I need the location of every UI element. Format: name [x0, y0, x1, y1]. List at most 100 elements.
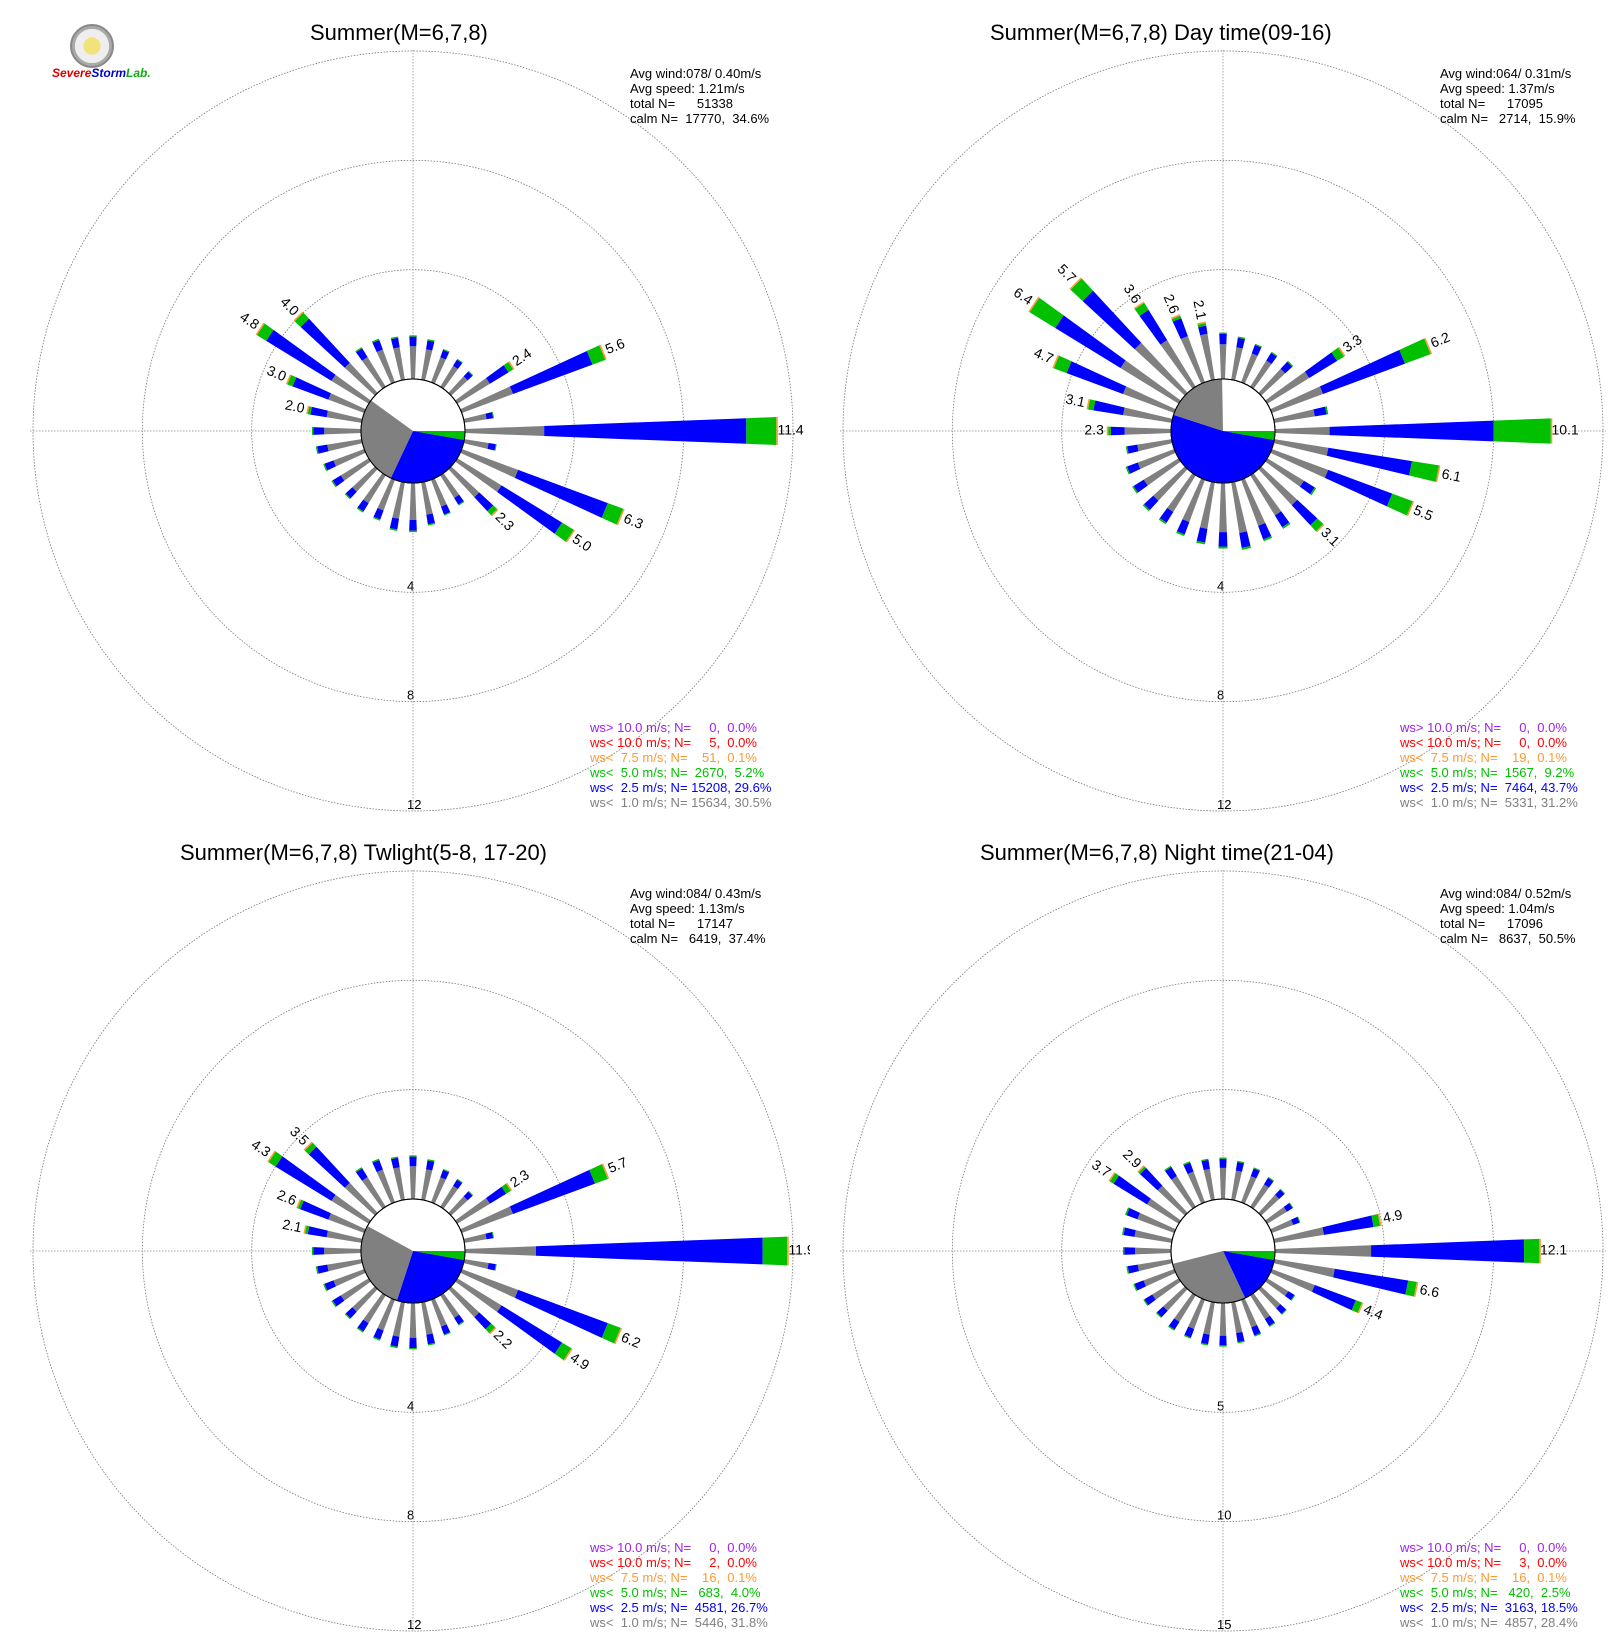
minor-bar-green-segment	[427, 522, 436, 526]
bar-segment-lt2_5	[486, 365, 509, 384]
minor-bar-blue-segment	[1124, 1247, 1135, 1255]
minor-bar-green-segment	[1122, 1247, 1125, 1255]
minor-bar-blue-segment	[1126, 1207, 1140, 1220]
legend-entry: ws< 1.0 m/s; N= 15634, 30.5%	[590, 795, 772, 810]
minor-bar-blue-segment	[391, 1157, 400, 1169]
minor-bar-calm-segment	[1231, 481, 1248, 533]
bar-segment-lt5	[485, 1323, 496, 1334]
bar-segment-lt2_5	[300, 1200, 331, 1220]
minor-bar-blue-segment	[324, 1280, 336, 1291]
minor-bar-green-segment	[409, 530, 417, 533]
minor-bar-green-segment	[1287, 360, 1294, 367]
minor-bar-calm-segment	[463, 1233, 487, 1243]
minor-bar-green-segment	[442, 348, 450, 353]
minor-bar-calm-segment	[448, 1196, 468, 1216]
calm-pie-gray	[361, 1225, 413, 1301]
bar-segment-lt2_5	[509, 351, 593, 394]
bar-segment-lt1	[460, 1269, 519, 1298]
calm-pie-blue	[1171, 414, 1275, 484]
minor-bar-green-segment	[409, 1348, 417, 1350]
bar-segment-lt1	[1147, 1198, 1181, 1224]
legend: ws> 10.0 m/s; N= 0, 0.0% ws< 10.0 m/s; N=…	[1400, 720, 1578, 810]
bar-segment-lt1	[455, 1278, 502, 1313]
minor-bar-green-segment	[1282, 522, 1291, 529]
bar-value-label: 2.3	[1084, 422, 1104, 438]
legend-entry: ws< 1.0 m/s; N= 5446, 31.8%	[590, 1615, 768, 1630]
stats-calm: calm N= 8637, 50.5%	[1440, 931, 1576, 946]
minor-bar-blue-segment	[1283, 1203, 1293, 1212]
bar-segment-lt2_5	[509, 1169, 596, 1214]
minor-bar-calm-segment	[324, 1247, 362, 1255]
bar-segment-lt2_5	[1139, 309, 1168, 345]
minor-bar-blue-segment	[409, 336, 417, 347]
bar-segment-lt2_5	[307, 1226, 328, 1238]
minor-bar-calm-segment	[1143, 1269, 1176, 1287]
minor-bar-green-segment	[1182, 1161, 1191, 1166]
minor-bar-green-segment	[443, 1331, 451, 1336]
minor-bar-blue-segment	[1219, 1335, 1227, 1346]
bar-segment-lt7_5	[1133, 301, 1145, 310]
stats-avg-speed: Avg speed: 1.13m/s	[630, 901, 745, 916]
minor-bar-green-segment	[1125, 466, 1130, 475]
windrose-panel: 5 10 15 12.1 6.6 4.9 4.4 3.7 2.9 Summer(M=6,7,8) …	[810, 820, 1620, 1640]
bar-segment-lt2_5	[474, 1312, 492, 1330]
bar-segment-lt1	[1274, 1245, 1372, 1257]
bar-segment-lt7_5	[1028, 296, 1040, 313]
minor-bar-blue-segment	[357, 499, 369, 512]
bar-segment-lt7_5	[1539, 1238, 1541, 1264]
bar-segment-lt7_5	[599, 344, 607, 360]
bar-segment-lt7_5	[614, 1327, 623, 1345]
bar-segment-lt2_5	[1172, 318, 1188, 340]
minor-bar-green-segment	[372, 516, 381, 521]
minor-bar-blue-segment	[1123, 1227, 1136, 1237]
legend-entry: ws< 2.5 m/s; N= 7464, 43.7%	[1400, 780, 1578, 795]
bar-segment-lt2_5	[1066, 361, 1127, 394]
minor-bar-green-segment	[1164, 1165, 1172, 1172]
minor-bar-calm-segment	[376, 1169, 395, 1204]
bar-segment-lt2_5	[1311, 1284, 1356, 1311]
minor-bar-green-segment	[1158, 518, 1167, 525]
minor-bar-calm-segment	[1167, 473, 1196, 513]
severe-storm-lab-logo: SevereStormLab.	[52, 20, 152, 90]
bar-segment-lt7_5	[489, 1327, 497, 1335]
minor-bar-green-segment	[427, 339, 435, 342]
bar-segment-lt1	[460, 386, 514, 413]
minor-bar-green-segment	[323, 1283, 328, 1292]
stats-total: total N= 51338	[630, 96, 733, 111]
windrose-panel: 4 8 12 11.4 6.3 5.6 5.0 4.8 4.0 3.0 2.4 2.3 2.0 Summe…	[0, 0, 810, 820]
minor-bar-blue-segment	[440, 1169, 450, 1180]
minor-bar-green-segment	[442, 1168, 450, 1173]
ring-label: 4	[1217, 578, 1224, 593]
minor-bar-blue-segment	[1126, 462, 1141, 474]
legend-entry: ws< 2.5 m/s; N= 4581, 26.7%	[590, 1600, 768, 1615]
bar-segment-lt1	[331, 1194, 371, 1224]
stats-total: total N= 17096	[1440, 916, 1543, 931]
minor-bar-green-segment	[1237, 336, 1246, 340]
bar-segment-lt1	[448, 466, 480, 498]
minor-bar-calm-segment	[1250, 1184, 1269, 1209]
minor-bar-blue-segment	[356, 1168, 368, 1181]
minor-bar-green-segment	[1168, 1325, 1175, 1331]
minor-bar-calm-segment	[1203, 1168, 1215, 1201]
bar-segment-lt5	[762, 1236, 788, 1266]
calm-circle-outline	[1170, 1198, 1276, 1304]
minor-bar-green-segment	[1155, 1312, 1162, 1319]
minor-bar-green-segment	[372, 1336, 381, 1341]
bar-segment-lt7_5	[1069, 277, 1082, 290]
minor-bar-blue-segment	[453, 1179, 463, 1189]
bar-value-label: 11.9	[788, 1242, 810, 1258]
bar-segment-lt1	[455, 458, 502, 493]
minor-bar-blue-segment	[1219, 333, 1227, 345]
bar-segment-lt5	[601, 1323, 621, 1344]
bar-segment-lt5	[294, 312, 309, 327]
minor-bar-calm-segment	[363, 1293, 386, 1324]
minor-bar-blue-segment	[409, 1156, 417, 1167]
legend-entry: ws< 2.5 m/s; N= 15208, 29.6%	[590, 780, 772, 795]
bar-segment-lt2_5	[1055, 315, 1126, 369]
minor-bar-green-segment	[355, 1167, 363, 1173]
bar-segment-lt2_5	[1326, 447, 1413, 476]
bar-segment-lt5	[1087, 399, 1096, 411]
minor-bar-blue-segment	[1235, 1161, 1244, 1172]
minor-bar-blue-segment	[313, 427, 325, 435]
minor-bar-calm-segment	[1203, 1301, 1215, 1335]
